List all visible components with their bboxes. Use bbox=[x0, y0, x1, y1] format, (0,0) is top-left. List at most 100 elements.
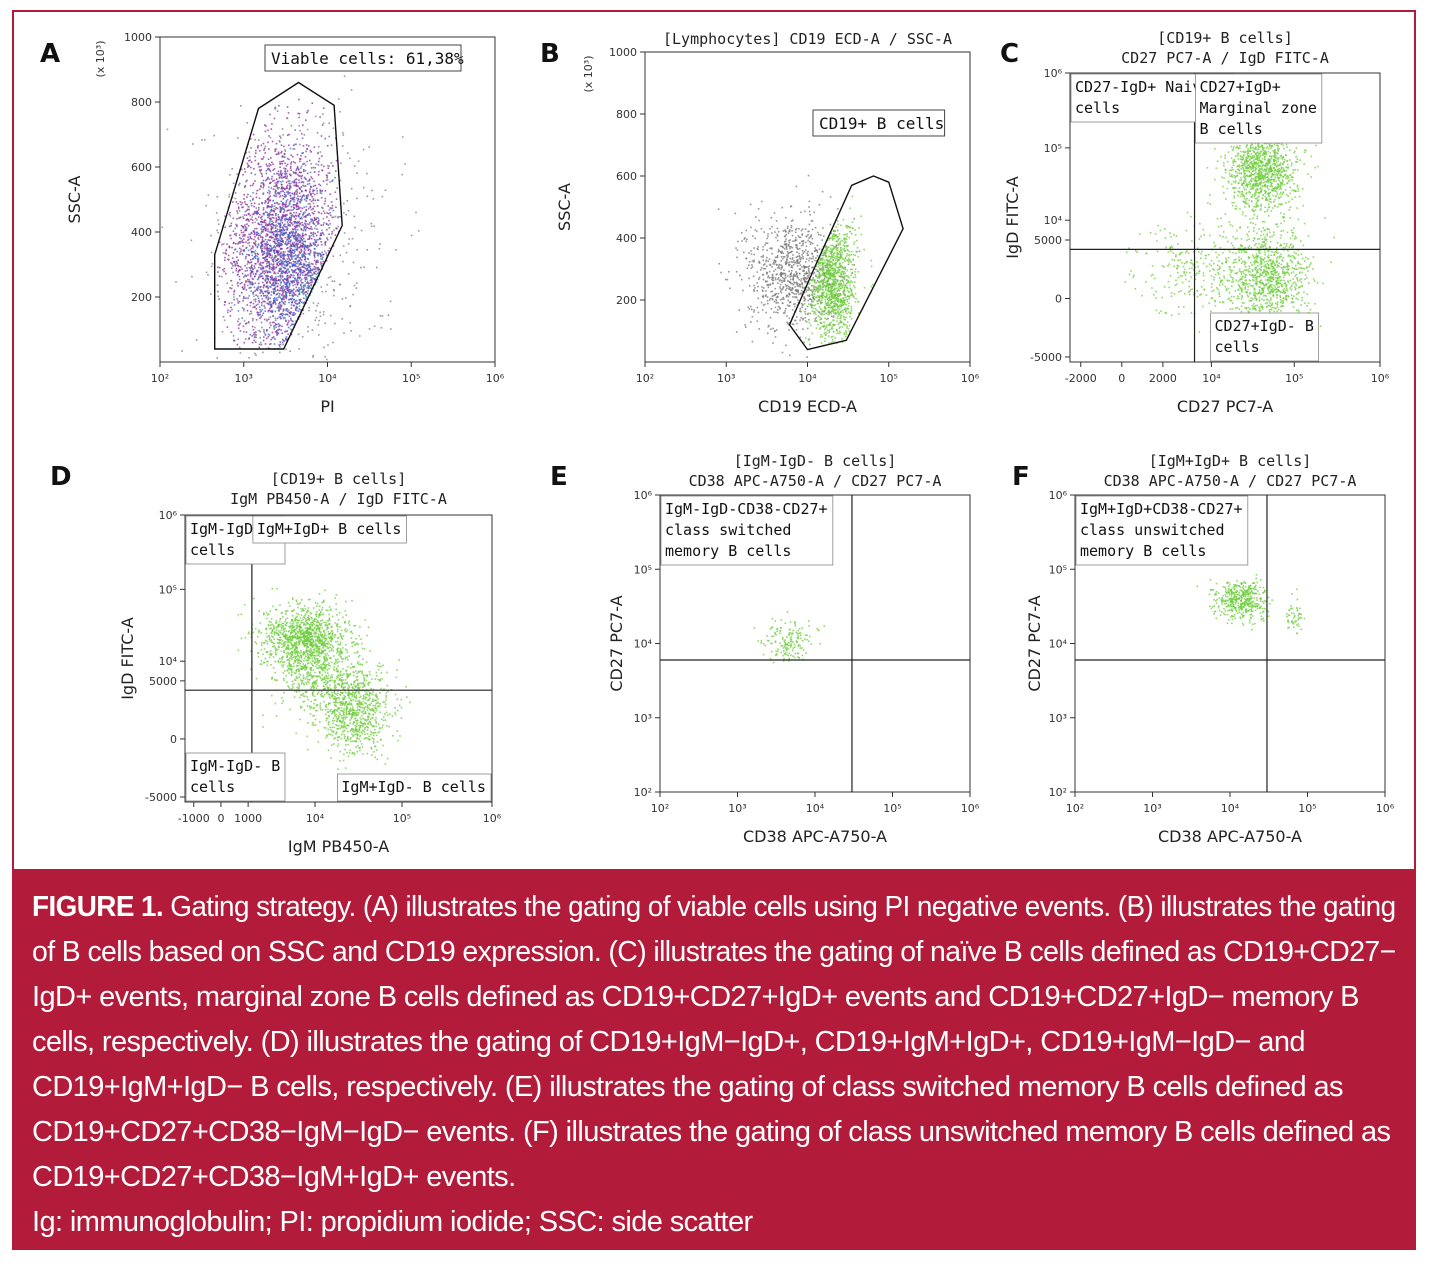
y-tick-label: 1000 bbox=[609, 46, 637, 59]
y-axis-label: SSC-A bbox=[65, 176, 84, 224]
panel-title: [Lymphocytes] CD19 ECD-A / SSC-A bbox=[663, 30, 952, 48]
quadrant-label: IgM-IgD- B bbox=[190, 757, 280, 775]
y-tick-label: 10⁵ bbox=[159, 583, 177, 596]
event-dots bbox=[237, 587, 411, 785]
plot-area-frame bbox=[644, 51, 971, 363]
panel-a: A 10² 10³ 10⁴ 10⁵ 10⁶ 200 400 600 800 1000 PI SSC-A (… bbox=[40, 31, 505, 416]
x-axis-label: CD38 APC-A750-A bbox=[1158, 827, 1302, 846]
quadrant-label: Marginal zone bbox=[1200, 99, 1317, 117]
x-tick-label: 10³ bbox=[1143, 802, 1161, 815]
panel-e: E [IgM-IgD- B cells] CD38 APC-A750-A / CD2… bbox=[550, 452, 980, 846]
x-axis-label: IgM PB450-A bbox=[288, 837, 389, 856]
panel-letter-b: B bbox=[540, 39, 560, 69]
panel-letter-a: A bbox=[40, 39, 60, 69]
x-tick-label: 2000 bbox=[1149, 372, 1177, 385]
figure-caption: FIGURE 1. Gating strategy. (A) illustrat… bbox=[12, 869, 1416, 1250]
x-tick-label: 0 bbox=[217, 812, 224, 825]
quadrant-label-box bbox=[185, 752, 286, 802]
x-tick-label: 10³ bbox=[235, 372, 253, 385]
y-tick-label: 200 bbox=[131, 291, 152, 304]
x-tick-label: 0 bbox=[1118, 372, 1125, 385]
x-tick-label: 10⁶ bbox=[961, 372, 980, 385]
x-tick-label: 10³ bbox=[717, 372, 735, 385]
plot-area-frame bbox=[159, 36, 496, 363]
caption-line-3: IgD+ events, marginal zone B cells defin… bbox=[32, 981, 1359, 1013]
y-axis-label: CD27 PC7-A bbox=[607, 595, 626, 691]
event-dots bbox=[753, 611, 826, 664]
y-tick-label: 600 bbox=[616, 170, 637, 183]
x-tick-label: 10⁴ bbox=[798, 372, 817, 385]
quadrant-label: IgM-IgD-CD38-CD27+ bbox=[665, 500, 828, 518]
panel-title: CD27 PC7-A / IgD FITC-A bbox=[1121, 49, 1329, 67]
panel-title: [CD19+ B cells] bbox=[1157, 29, 1292, 47]
y-tick-label: 10⁴ bbox=[1049, 638, 1068, 651]
y-tick-label: 1000 bbox=[124, 31, 152, 44]
quadrant-label: IgM+IgD+CD38-CD27+ bbox=[1080, 500, 1243, 518]
panel-title: [IgM+IgD+ B cells] bbox=[1149, 452, 1312, 470]
x-axis-label: CD19 ECD-A bbox=[758, 397, 857, 416]
quadrant-label: cells bbox=[190, 541, 235, 559]
panel-letter-c: C bbox=[1000, 39, 1019, 69]
x-tick-label: 10² bbox=[651, 802, 669, 815]
caption-line-7: CD19+CD27+CD38−IgM+IgD+ events. bbox=[32, 1161, 516, 1193]
panel-title: [IgM-IgD- B cells] bbox=[734, 452, 897, 470]
x-tick-label: 10⁴ bbox=[1202, 372, 1221, 385]
y-axis-label: IgD FITC-A bbox=[118, 617, 137, 700]
quadrant-label: cells bbox=[1215, 338, 1260, 356]
x-tick-label: 10³ bbox=[728, 802, 746, 815]
quadrant-label: CD27+IgD- B bbox=[1215, 317, 1314, 335]
caption-line-5: CD19+IgM+IgD− B cells, respectively. (E)… bbox=[32, 1071, 1344, 1103]
x-tick-label: 10⁴ bbox=[806, 802, 825, 815]
x-tick-label: 10⁶ bbox=[961, 802, 980, 815]
gate-polygon bbox=[788, 175, 904, 351]
panel-title: CD38 APC-A750-A / CD27 PC7-A bbox=[1104, 472, 1357, 490]
y-axis-label: SSC-A bbox=[555, 183, 574, 231]
x-tick-label: 10² bbox=[1066, 802, 1084, 815]
quadrant-label: CD27+IgD+ bbox=[1200, 78, 1281, 96]
quadrant-label-box bbox=[1195, 73, 1323, 144]
quadrant-label: cells bbox=[190, 778, 235, 796]
quadrant-label: IgM+IgD+ B cells bbox=[257, 520, 402, 538]
y-tick-label: 5000 bbox=[1034, 234, 1062, 247]
y-axis-multiplier: (x 10³) bbox=[94, 41, 107, 78]
x-axis-label: CD38 APC-A750-A bbox=[743, 827, 887, 846]
x-tick-label: 10⁴ bbox=[1221, 802, 1240, 815]
y-tick-label: 400 bbox=[616, 232, 637, 245]
quadrant-label: class switched bbox=[665, 521, 791, 539]
caption-abbreviations: Ig: immunoglobulin; PI: propidium iodide… bbox=[32, 1206, 753, 1238]
x-tick-label: -1000 bbox=[178, 812, 210, 825]
plot-area-frame bbox=[184, 514, 493, 803]
x-axis-label: CD27 PC7-A bbox=[1177, 397, 1273, 416]
panel-c: C [CD19+ B cells] CD27 PC7-A / IgD FITC-A -… bbox=[1000, 29, 1390, 416]
quadrant-label: IgM+IgD- B cells bbox=[341, 778, 486, 796]
y-tick-label: 0 bbox=[170, 733, 177, 746]
y-tick-label: 10⁴ bbox=[159, 655, 178, 668]
quadrant-label: class unswitched bbox=[1080, 521, 1225, 539]
x-tick-label: 10⁴ bbox=[306, 812, 325, 825]
event-dots bbox=[717, 174, 874, 358]
panel-title: [CD19+ B cells] bbox=[271, 470, 406, 488]
y-tick-label: 10⁴ bbox=[634, 638, 653, 651]
y-tick-label: 10⁶ bbox=[159, 509, 178, 522]
y-tick-label: 10⁴ bbox=[1044, 214, 1063, 227]
panel-b: B [Lymphocytes] CD19 ECD-A / SSC-A 10² 10³ 1… bbox=[540, 30, 980, 416]
x-tick-label: 10² bbox=[151, 372, 169, 385]
quadrant-label-box bbox=[660, 495, 834, 566]
quadrant-label: memory B cells bbox=[1080, 542, 1206, 560]
x-tick-label: 10² bbox=[636, 372, 654, 385]
gate-label-box bbox=[812, 109, 946, 137]
gate-label-box bbox=[264, 44, 462, 72]
quadrant-label: B cells bbox=[1200, 120, 1263, 138]
x-tick-label: 10⁴ bbox=[318, 372, 337, 385]
x-tick-label: 10⁵ bbox=[883, 802, 901, 815]
x-tick-label: 10⁶ bbox=[1376, 802, 1395, 815]
y-tick-label: 800 bbox=[616, 108, 637, 121]
x-tick-label: 10⁶ bbox=[483, 812, 502, 825]
x-tick-label: 10⁶ bbox=[1371, 372, 1390, 385]
y-tick-label: 10⁶ bbox=[1044, 67, 1063, 80]
y-tick-label: 10⁶ bbox=[634, 489, 653, 502]
caption-label: FIGURE 1. bbox=[32, 891, 164, 923]
x-tick-label: 10⁶ bbox=[486, 372, 505, 385]
y-tick-label: 10² bbox=[1049, 786, 1067, 799]
caption-line-4: cells, respectively. (D) illustrates the… bbox=[32, 1026, 1305, 1058]
